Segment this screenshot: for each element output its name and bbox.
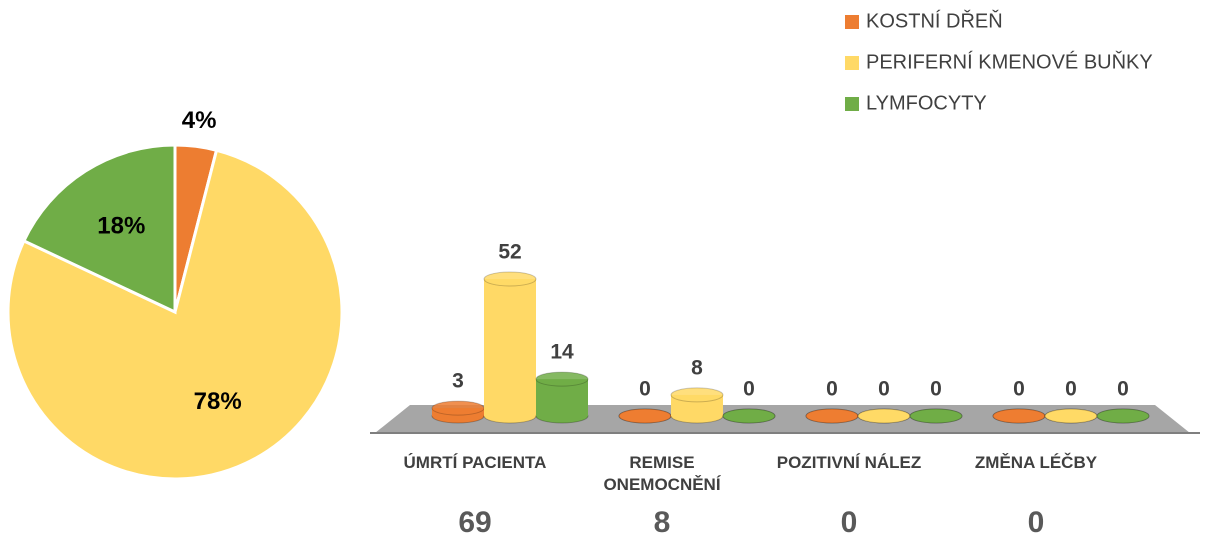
- bar-top: [483, 271, 537, 287]
- bar-top: [722, 408, 776, 424]
- bar-top: [535, 371, 589, 387]
- legend-swatch: [845, 56, 859, 70]
- x-tick-label: REMISE ONEMOCNĚNÍ: [603, 453, 721, 494]
- bar: [535, 371, 589, 424]
- bar-top: [1044, 408, 1098, 424]
- legend-swatch: [845, 15, 859, 29]
- legend-label: LYMFOCYTY: [866, 92, 987, 114]
- x-tick-label: ZMĚNA LÉČBY: [974, 453, 1098, 472]
- total-label: 0: [840, 506, 858, 536]
- data-label: 78%: [194, 388, 242, 415]
- bar: [1096, 408, 1150, 424]
- bar: [857, 408, 911, 424]
- total-label: 8: [653, 506, 671, 536]
- data-label: 0: [743, 378, 755, 401]
- legend-swatch: [845, 97, 859, 111]
- legend-label: PERIFERNÍ KMENOVÉ BUŇKY: [866, 50, 1153, 73]
- bar: [722, 408, 776, 424]
- pie-slice: [6, 148, 344, 481]
- data-label: 0: [930, 378, 942, 401]
- bar-body: [484, 279, 536, 416]
- bar: [1044, 408, 1098, 424]
- data-label: 0: [826, 378, 838, 401]
- data-label: 0: [1013, 378, 1025, 401]
- bar: [670, 387, 724, 424]
- pie-slice: [21, 143, 177, 315]
- data-label: 4%: [182, 107, 217, 134]
- bar: [618, 408, 672, 424]
- total-label: 0: [1027, 506, 1045, 536]
- bar-top: [805, 408, 859, 424]
- total-label: 69: [458, 506, 492, 536]
- bar-top: [992, 408, 1046, 424]
- bar: [992, 408, 1046, 424]
- data-label: 0: [1065, 378, 1077, 401]
- bar-top: [670, 387, 724, 403]
- bar-top: [1096, 408, 1150, 424]
- data-label: 0: [1117, 378, 1129, 401]
- bar-top: [431, 400, 485, 416]
- data-label: 8: [691, 356, 703, 379]
- bar-top: [857, 408, 911, 424]
- data-label: 0: [878, 378, 890, 401]
- data-label: 14: [550, 341, 574, 364]
- bar: [431, 400, 485, 424]
- data-label: 52: [498, 241, 521, 264]
- data-label: 18%: [97, 213, 145, 240]
- bar: [909, 408, 963, 424]
- bar: [483, 271, 537, 424]
- x-tick-label: POZITIVNÍ NÁLEZ: [776, 453, 922, 472]
- bar-top: [909, 408, 963, 424]
- data-label: 0: [639, 378, 651, 401]
- legend-label: KOSTNÍ DŘEŇ: [866, 9, 1003, 32]
- bar-top: [618, 408, 672, 424]
- x-tick-label: ÚMRTÍ PACIENTA: [403, 453, 547, 472]
- bar: [805, 408, 859, 424]
- data-label: 3: [452, 370, 464, 393]
